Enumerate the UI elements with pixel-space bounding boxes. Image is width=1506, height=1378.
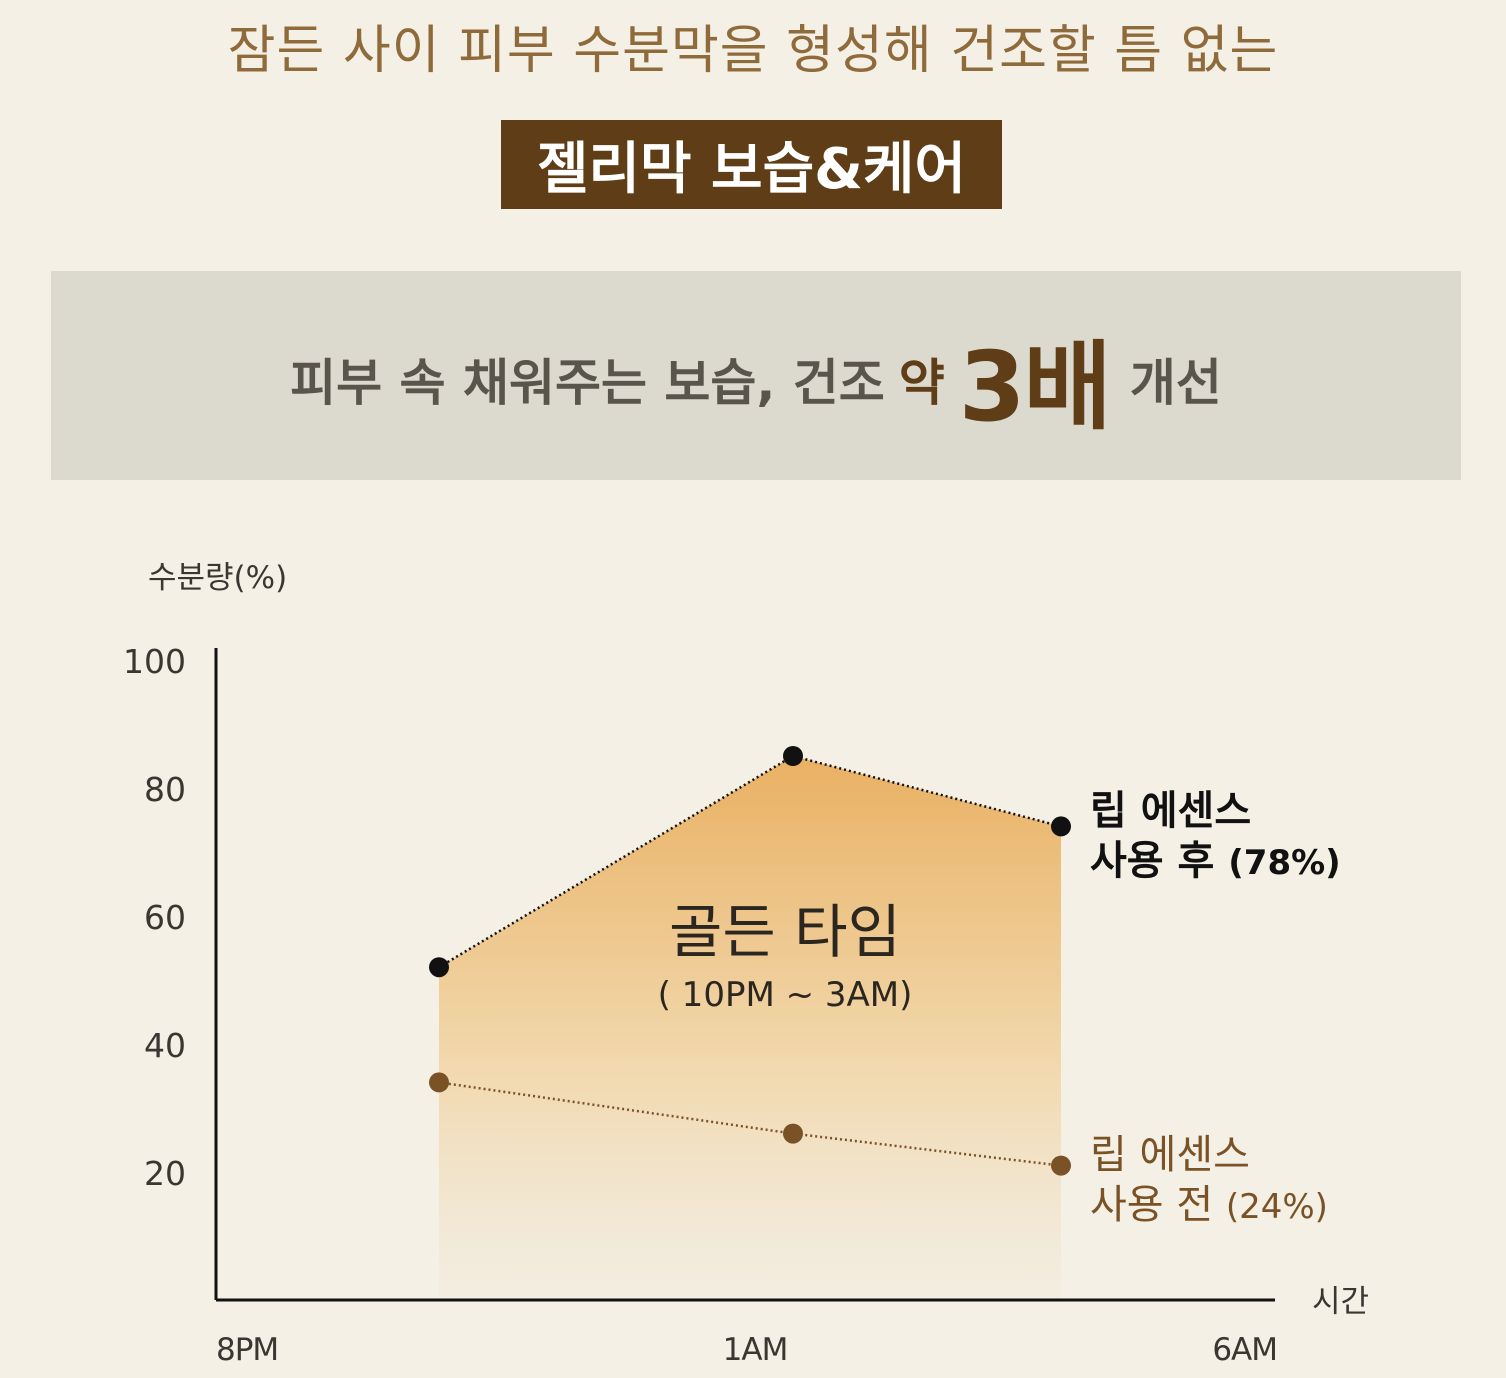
data-point — [1051, 1155, 1071, 1176]
x-axis-title: 시간 — [1312, 1284, 1369, 1320]
data-point — [783, 1123, 803, 1144]
y-tick-label: 80 — [144, 770, 186, 809]
series-after-value: (78%) — [1228, 843, 1340, 883]
golden-time-subtitle: ( 10PM ~ 3AM) — [658, 975, 913, 1015]
y-tick-label: 40 — [144, 1026, 186, 1065]
x-tick-label: 8PM — [216, 1332, 278, 1368]
series-label-before-line1: 립 에센스 — [1090, 1132, 1250, 1178]
data-point — [429, 957, 449, 978]
series-label-before-line2: 사용 전 (24%) — [1090, 1182, 1328, 1228]
golden-time-area — [439, 756, 1061, 1300]
x-tick-label: 1AM — [723, 1332, 788, 1368]
banner-yak-text: 약 — [898, 353, 945, 412]
banner-main-text: 피부 속 채워주는 보습, 건조 — [290, 353, 885, 412]
series-label-after-line1: 립 에센스 — [1090, 788, 1251, 834]
banner-tail-text: 개선 — [1129, 353, 1222, 412]
y-tick-label: 100 — [123, 642, 186, 681]
banner-text: 피부 속 채워주는 보습, 건조 약 3배 개선 — [51, 271, 1461, 480]
x-tick-label: 6AM — [1212, 1332, 1277, 1368]
data-point — [1051, 816, 1071, 837]
banner-highlight: 3배 — [958, 331, 1112, 443]
series-line-0 — [438, 754, 1062, 969]
series-before-value: (24%) — [1226, 1187, 1328, 1227]
series-label-after-line2: 사용 후 (78%) — [1090, 838, 1341, 884]
title-badge: 젤리막 보습&케어 — [501, 120, 1002, 209]
headline: 잠든 사이 피부 수분막을 형성해 건조할 틈 없는 — [227, 21, 1279, 81]
golden-time-title: 골든 타임 — [669, 898, 901, 966]
y-tick-label: 60 — [144, 898, 186, 937]
data-point — [429, 1072, 449, 1093]
y-axis-title: 수분량(%) — [148, 560, 287, 596]
data-point — [783, 746, 803, 766]
banner: 피부 속 채워주는 보습, 건조 약 3배 개선 — [51, 271, 1461, 480]
y-tick-label: 20 — [144, 1154, 186, 1193]
